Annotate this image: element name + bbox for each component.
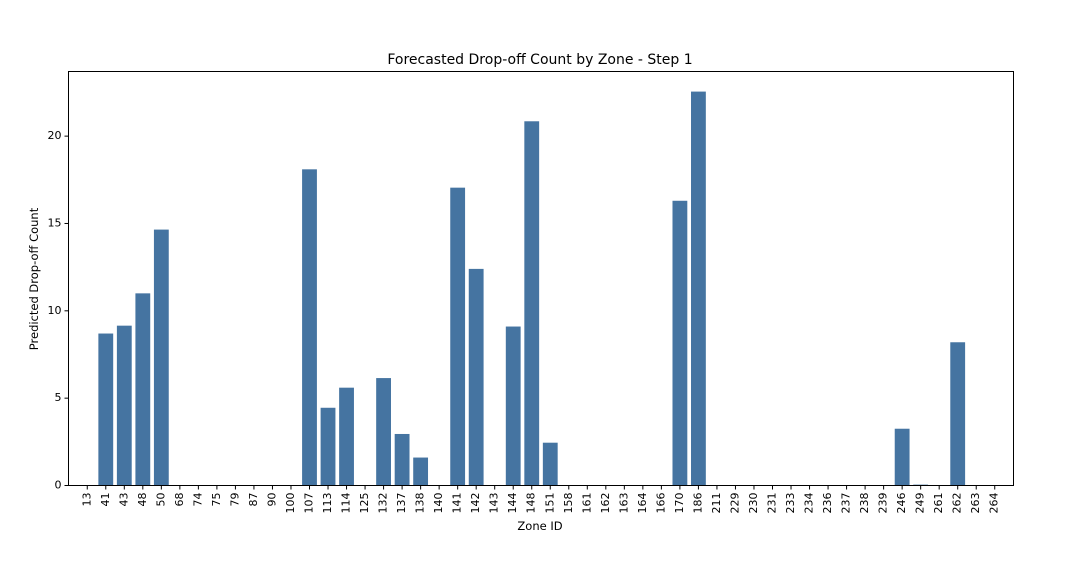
x-tick-label: 50 bbox=[154, 493, 167, 507]
bar-zone-50 bbox=[153, 229, 169, 486]
x-tick-label: 211 bbox=[710, 493, 723, 514]
x-tick-label: 186 bbox=[691, 493, 704, 514]
x-tick-label: 148 bbox=[525, 493, 538, 514]
chart-title: Forecasted Drop-off Count by Zone - Step… bbox=[387, 52, 692, 68]
x-tick-label: 87 bbox=[247, 493, 260, 507]
x-tick-label: 79 bbox=[228, 493, 241, 507]
bar-zone-186 bbox=[691, 91, 706, 486]
x-tick-label: 261 bbox=[932, 493, 945, 514]
bar-zone-137 bbox=[394, 433, 410, 486]
x-tick-label: 158 bbox=[562, 493, 575, 514]
x-tick-label: 264 bbox=[988, 493, 1001, 514]
x-tick-label: 75 bbox=[210, 493, 223, 507]
x-tick-label: 43 bbox=[117, 493, 130, 507]
bar-zone-138 bbox=[413, 457, 429, 486]
bar-zone-148 bbox=[524, 121, 540, 486]
plot-frame bbox=[68, 71, 1014, 486]
x-tick-label: 125 bbox=[358, 493, 371, 514]
x-tick-label: 231 bbox=[766, 493, 779, 514]
bar-zone-41 bbox=[98, 333, 114, 486]
bar-zone-144 bbox=[505, 326, 521, 486]
x-tick-label: 137 bbox=[395, 493, 408, 514]
x-tick-label: 144 bbox=[506, 493, 519, 514]
x-tick-label: 151 bbox=[543, 493, 556, 514]
y-tick-label: 15 bbox=[48, 216, 62, 229]
x-tick-label: 229 bbox=[728, 493, 741, 514]
y-tick-label: 0 bbox=[55, 479, 62, 492]
x-tick-label: 262 bbox=[951, 493, 964, 514]
x-tick-label: 141 bbox=[451, 493, 464, 514]
x-tick-label: 170 bbox=[673, 493, 686, 514]
y-axis-label: Predicted Drop-off Count bbox=[27, 207, 41, 350]
bar-zone-142 bbox=[468, 268, 484, 486]
x-tick-label: 68 bbox=[173, 493, 186, 507]
bar-zone-132 bbox=[376, 378, 391, 486]
x-tick-label: 90 bbox=[265, 493, 278, 507]
x-tick-label: 107 bbox=[303, 493, 316, 514]
x-tick-label: 138 bbox=[414, 493, 427, 514]
x-tick-label: 142 bbox=[469, 493, 482, 514]
x-tick-label: 164 bbox=[636, 493, 649, 514]
x-tick-label: 100 bbox=[284, 493, 297, 514]
x-tick-label: 114 bbox=[340, 493, 353, 514]
x-tick-label: 162 bbox=[599, 493, 612, 514]
x-tick-label: 143 bbox=[488, 493, 501, 514]
x-tick-label: 246 bbox=[895, 493, 908, 514]
x-tick-label: 74 bbox=[191, 493, 204, 507]
bar-zone-141 bbox=[450, 187, 466, 486]
bar-zone-43 bbox=[116, 325, 132, 486]
bar-zone-170 bbox=[672, 200, 688, 486]
y-tick-label: 10 bbox=[48, 304, 62, 317]
bar-zone-151 bbox=[542, 442, 558, 486]
x-tick-label: 237 bbox=[840, 493, 853, 514]
x-tick-label: 249 bbox=[914, 493, 927, 514]
bar-zone-246 bbox=[894, 428, 910, 486]
bar-zone-48 bbox=[135, 293, 151, 486]
y-tick-label: 5 bbox=[55, 391, 62, 404]
x-tick-label: 238 bbox=[858, 493, 871, 514]
x-tick-label: 230 bbox=[747, 493, 760, 514]
x-tick-label: 41 bbox=[99, 493, 112, 507]
bar-zone-113 bbox=[320, 407, 336, 486]
x-tick-label: 166 bbox=[654, 493, 667, 514]
x-tick-label: 239 bbox=[877, 493, 890, 514]
x-tick-label: 161 bbox=[580, 493, 593, 514]
bar-zone-114 bbox=[339, 387, 354, 486]
x-tick-label: 113 bbox=[321, 493, 334, 514]
x-axis-label: Zone ID bbox=[517, 519, 562, 533]
x-tick-label: 48 bbox=[136, 493, 149, 507]
x-tick-label: 13 bbox=[80, 493, 93, 507]
bar-zone-107 bbox=[302, 169, 317, 486]
x-tick-label: 132 bbox=[377, 493, 390, 514]
x-tick-label: 233 bbox=[784, 493, 797, 514]
x-tick-label: 234 bbox=[803, 493, 816, 514]
y-tick-label: 20 bbox=[48, 129, 62, 142]
x-tick-label: 163 bbox=[617, 493, 630, 514]
bar-zone-262 bbox=[950, 342, 966, 486]
x-tick-label: 263 bbox=[969, 493, 982, 514]
x-tick-label: 140 bbox=[432, 493, 445, 514]
x-tick-label: 236 bbox=[821, 493, 834, 514]
